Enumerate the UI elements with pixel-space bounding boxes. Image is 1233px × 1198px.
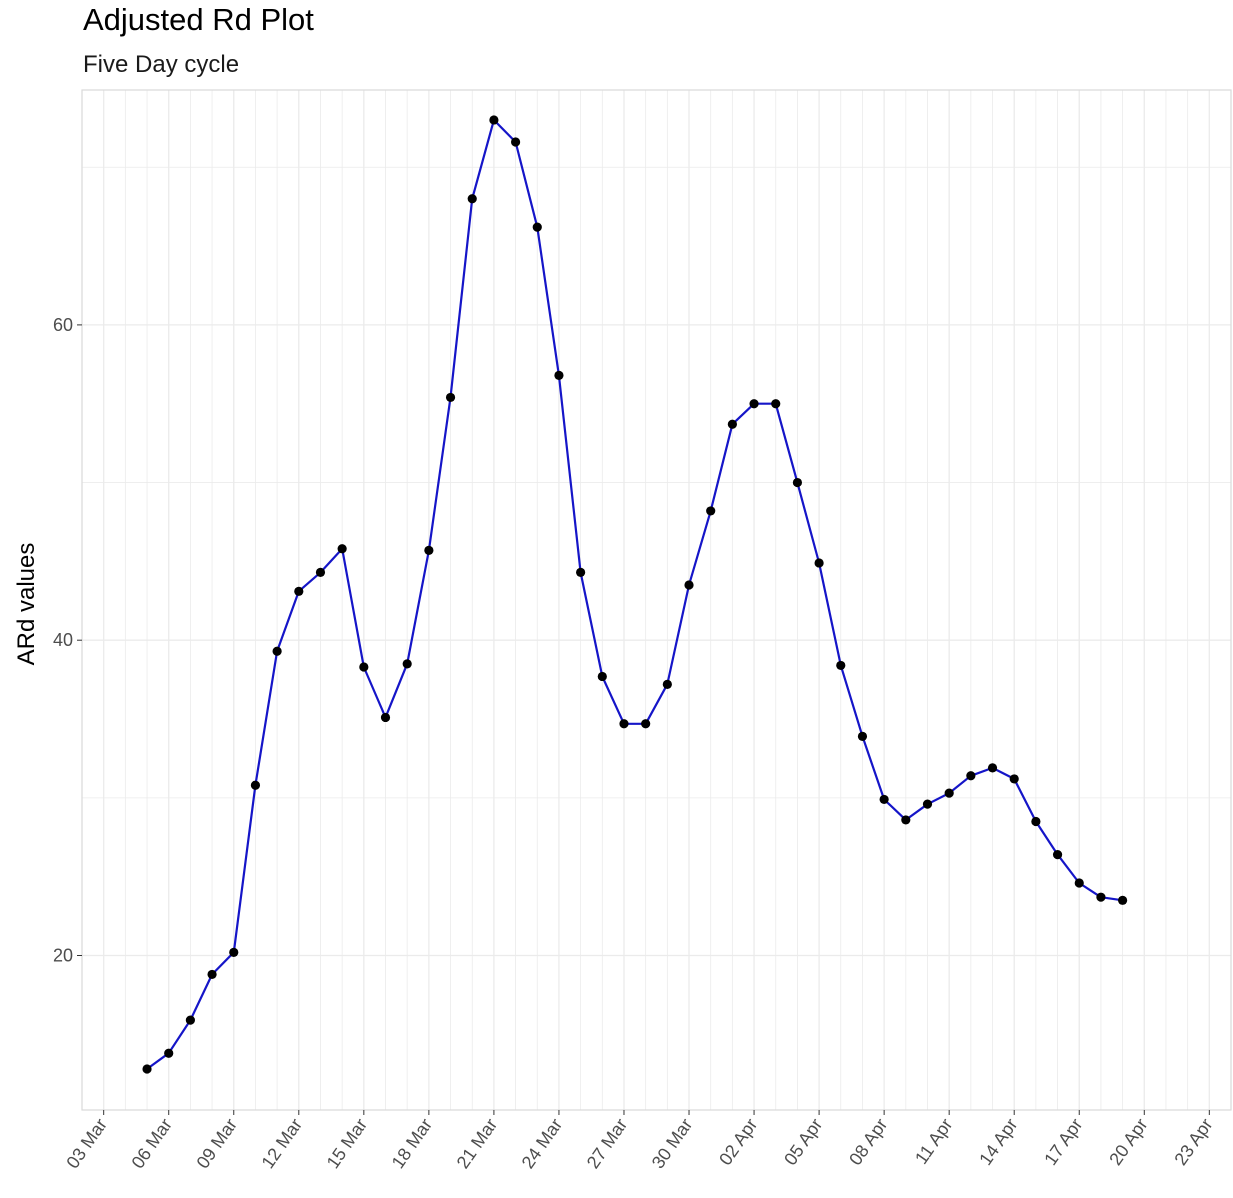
data-point bbox=[294, 586, 304, 596]
data-point bbox=[250, 780, 261, 790]
data-point bbox=[879, 794, 889, 805]
data-point bbox=[424, 545, 434, 555]
x-tick-label: 06 Mar bbox=[127, 1115, 176, 1172]
data-point bbox=[1118, 895, 1128, 905]
data-point bbox=[164, 1048, 174, 1058]
data-point bbox=[922, 799, 933, 809]
data-point bbox=[966, 771, 976, 781]
x-tick-label: 17 Apr bbox=[1040, 1115, 1086, 1169]
y-axis-ticks: 20 40 60 bbox=[53, 315, 82, 966]
data-point bbox=[207, 969, 217, 980]
chart-title: Adjusted Rd Plot bbox=[83, 2, 314, 37]
data-point bbox=[1096, 892, 1106, 902]
x-tick-label: 30 Mar bbox=[648, 1115, 697, 1172]
data-point bbox=[684, 580, 694, 590]
data-point bbox=[489, 115, 499, 125]
data-point bbox=[576, 567, 586, 578]
data-point bbox=[510, 137, 521, 147]
data-point bbox=[315, 567, 326, 578]
data-point bbox=[1052, 850, 1063, 860]
chart-subtitle: Five Day cycle bbox=[83, 51, 239, 78]
data-point bbox=[1009, 774, 1019, 784]
x-tick-label: 03 Mar bbox=[62, 1115, 111, 1172]
data-point bbox=[402, 659, 412, 669]
data-point bbox=[944, 788, 954, 798]
data-point bbox=[337, 544, 347, 554]
data-point bbox=[272, 646, 282, 656]
panel-border bbox=[81, 89, 1232, 1111]
x-tick-label: 15 Mar bbox=[323, 1115, 372, 1172]
data-point bbox=[359, 662, 369, 672]
data-point bbox=[532, 222, 542, 232]
data-point bbox=[142, 1064, 152, 1074]
x-tick-label: 08 Apr bbox=[845, 1115, 891, 1169]
data-point bbox=[185, 1015, 195, 1025]
data-point bbox=[445, 392, 456, 403]
data-point bbox=[554, 370, 564, 380]
data-point bbox=[771, 399, 781, 409]
x-tick-label: 11 Apr bbox=[911, 1115, 956, 1168]
data-point bbox=[987, 763, 998, 773]
x-axis-ticks: 03 Mar 06 Mar 09 Mar 12 Mar 15 Mar 18 Mar 21 M… bbox=[62, 1110, 1217, 1172]
data-point bbox=[792, 477, 803, 488]
y-tick-label: 60 bbox=[53, 315, 73, 335]
data-point bbox=[597, 671, 607, 682]
x-tick-label: 18 Mar bbox=[388, 1115, 437, 1172]
y-axis-label: ARd values bbox=[13, 543, 40, 666]
x-tick-label: 12 Mar bbox=[258, 1115, 307, 1172]
data-point bbox=[619, 719, 629, 729]
x-tick-label: 21 Mar bbox=[453, 1115, 502, 1172]
data-point bbox=[836, 660, 846, 671]
data-point bbox=[857, 731, 868, 741]
data-point bbox=[641, 719, 651, 729]
x-tick-label: 23 Apr bbox=[1170, 1115, 1216, 1169]
x-tick-label: 20 Apr bbox=[1105, 1115, 1151, 1169]
x-tick-label: 02 Apr bbox=[715, 1115, 761, 1169]
data-point bbox=[467, 194, 477, 204]
x-tick-label: 09 Mar bbox=[193, 1115, 242, 1172]
data-point bbox=[706, 506, 716, 516]
x-tick-label: 27 Mar bbox=[583, 1115, 632, 1172]
plot-panel bbox=[81, 89, 1232, 1111]
data-point bbox=[380, 712, 391, 723]
series-line bbox=[146, 118, 1123, 1070]
x-tick-label: 14 Apr bbox=[975, 1115, 1021, 1169]
data-point bbox=[901, 815, 911, 825]
y-tick-label: 40 bbox=[53, 630, 73, 650]
data-point bbox=[229, 947, 239, 957]
data-point bbox=[814, 558, 824, 568]
y-tick-label: 20 bbox=[53, 946, 73, 966]
x-tick-label: 24 Mar bbox=[518, 1115, 567, 1172]
data-point bbox=[662, 679, 672, 689]
data-point bbox=[749, 399, 759, 409]
data-point bbox=[1074, 878, 1084, 888]
data-point bbox=[727, 419, 737, 429]
data-point bbox=[1031, 816, 1041, 827]
x-tick-label: 05 Apr bbox=[780, 1115, 826, 1169]
series-group bbox=[142, 115, 1128, 1074]
